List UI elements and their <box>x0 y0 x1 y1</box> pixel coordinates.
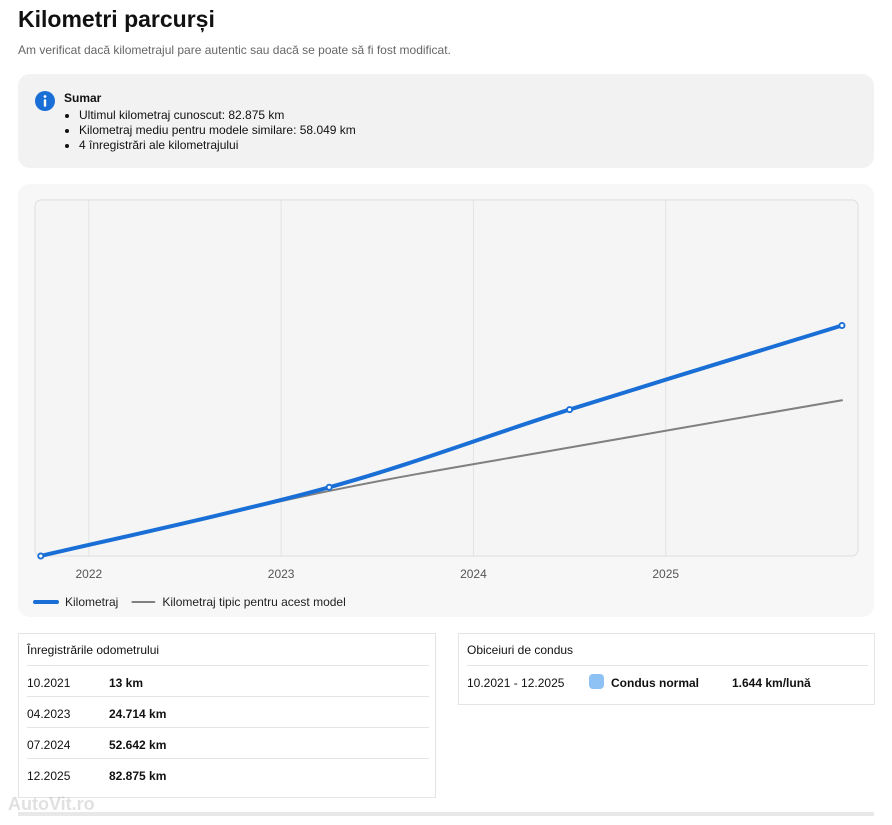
table-title: Înregistrările odometrului <box>27 643 160 657</box>
page-subtitle: Am verificat dacă kilometrajul pare aute… <box>18 43 451 57</box>
cell: 04.2023 <box>27 707 71 721</box>
cell: 24.714 km <box>109 707 167 721</box>
divider <box>18 812 874 816</box>
legend-label: Kilometraj <box>65 595 118 609</box>
summary-title: Sumar <box>64 91 102 105</box>
summary-item: 4 înregistrări ale kilometrajului <box>79 138 356 153</box>
x-tick-label: 2024 <box>460 567 487 581</box>
cell: 1.644 km/lună <box>732 676 811 690</box>
cell: 12.2025 <box>27 769 71 783</box>
x-tick-label: 2025 <box>652 567 679 581</box>
summary-box: Sumar Ultimul kilometraj cunoscut: 82.87… <box>18 74 874 168</box>
x-tick-label: 2022 <box>75 567 102 581</box>
chart: 2022 2023 2024 2025 Kilometraj Kilometraj tip… <box>33 199 859 609</box>
habit-swatch <box>589 674 604 689</box>
cell: 82.875 km <box>109 769 167 783</box>
table-row: 07.2024 52.642 km <box>27 727 429 759</box>
summary-item: Kilometraj mediu pentru modele similare:… <box>79 123 356 138</box>
data-point-center <box>39 554 43 558</box>
summary-item: Ultimul kilometraj cunoscut: 82.875 km <box>79 108 356 123</box>
table-row: 04.2023 24.714 km <box>27 696 429 728</box>
table-row: 10.2021 13 km <box>27 665 429 697</box>
cell: 10.2021 <box>27 676 71 690</box>
summary-list: Ultimul kilometraj cunoscut: 82.875 km K… <box>62 108 356 153</box>
plot-area <box>34 199 859 557</box>
x-tick-label: 2023 <box>268 567 295 581</box>
cell: 52.642 km <box>109 738 167 752</box>
table-row: 10.2021 - 12.2025 Condus normal 1.644 km… <box>467 665 868 697</box>
table-title: Obiceiuri de condus <box>467 643 574 657</box>
chart-card: 2022 2023 2024 2025 Kilometraj Kilometraj tip… <box>18 184 874 617</box>
watermark: AutoVit.ro <box>8 794 95 814</box>
data-point-center <box>567 407 572 412</box>
cell: 10.2021 - 12.2025 <box>467 676 565 690</box>
page-title: Kilometri parcurși <box>18 6 215 32</box>
habits-table: Obiceiuri de condus 10.2021 - 12.2025 Co… <box>458 633 875 705</box>
series-line <box>38 323 844 558</box>
table-row: 12.2025 82.875 km <box>27 758 429 790</box>
data-point-center <box>840 323 844 328</box>
odometer-table: Înregistrările odometrului 10.2021 13 km 0… <box>18 633 436 798</box>
info-icon <box>35 91 55 111</box>
legend-label: Kilometraj tipic pentru acest model <box>162 595 345 609</box>
cell: Condus normal <box>611 676 700 690</box>
cell: 07.2024 <box>27 738 71 752</box>
cell: 13 km <box>109 676 144 690</box>
data-point-center <box>327 485 331 489</box>
